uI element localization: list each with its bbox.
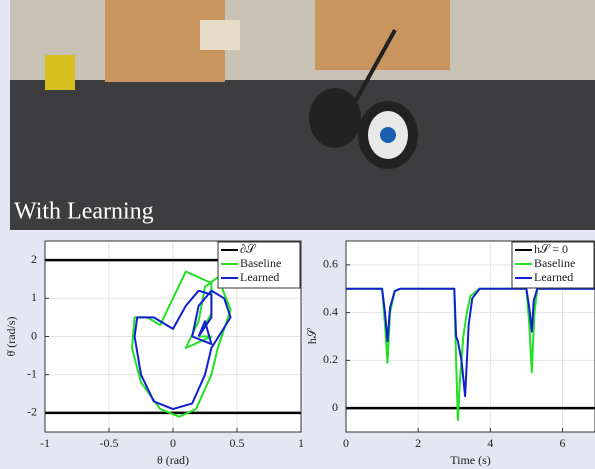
y-tick-label: 0 xyxy=(332,400,338,414)
y-tick-label: -1 xyxy=(27,366,37,380)
x-tick-label: -0.5 xyxy=(100,436,119,450)
y-axis-label: h𝒮 xyxy=(305,327,319,344)
x-tick-label: 0 xyxy=(170,436,176,450)
photo-hub-center xyxy=(380,127,396,143)
photo-wall xyxy=(10,0,595,80)
y-tick-label: 0 xyxy=(31,328,37,342)
x-tick-label: -1 xyxy=(40,436,50,450)
y-tick-label: 1 xyxy=(31,290,37,304)
y-axis-label: θ̇ (rad/s) xyxy=(4,316,18,356)
page: {"photo":{"caption":"With Learning"}, "c… xyxy=(0,0,595,469)
legend-label: h𝒮 = 0 xyxy=(534,242,568,256)
legend-label: Learned xyxy=(240,270,279,284)
photo: With Learning xyxy=(10,0,595,230)
legend-label: ∂𝒮 xyxy=(240,242,257,256)
photo-wheel xyxy=(309,88,361,148)
figure: With Learning -1 -0.5 0 0.5 1 -2 -1 0 1 2 θ (rad) θ… xyxy=(0,0,595,469)
photo-caption: With Learning xyxy=(14,199,154,225)
legend-label: Learned xyxy=(534,270,573,284)
x-tick-label: 2 xyxy=(415,436,421,450)
y-tick-label: 0.2 xyxy=(323,352,338,366)
x-axis-label: θ (rad) xyxy=(157,453,189,467)
x-tick-label: 4 xyxy=(487,436,493,450)
legend-label: Baseline xyxy=(534,256,575,270)
y-tick-label: 2 xyxy=(31,252,37,266)
x-tick-label: 0.5 xyxy=(230,436,245,450)
x-tick-label: 0 xyxy=(343,436,349,450)
photo-bucket xyxy=(45,55,75,90)
y-tick-label: 0.6 xyxy=(323,257,338,271)
y-tick-label: -2 xyxy=(27,405,37,419)
photo-person xyxy=(200,20,240,50)
y-tick-label: 0.4 xyxy=(323,304,338,318)
photo-cabinet xyxy=(315,0,450,70)
legend-label: Baseline xyxy=(240,256,281,270)
x-tick-label: 1 xyxy=(298,436,304,450)
x-tick-label: 6 xyxy=(560,436,566,450)
x-axis-label: Time (s) xyxy=(450,453,491,467)
